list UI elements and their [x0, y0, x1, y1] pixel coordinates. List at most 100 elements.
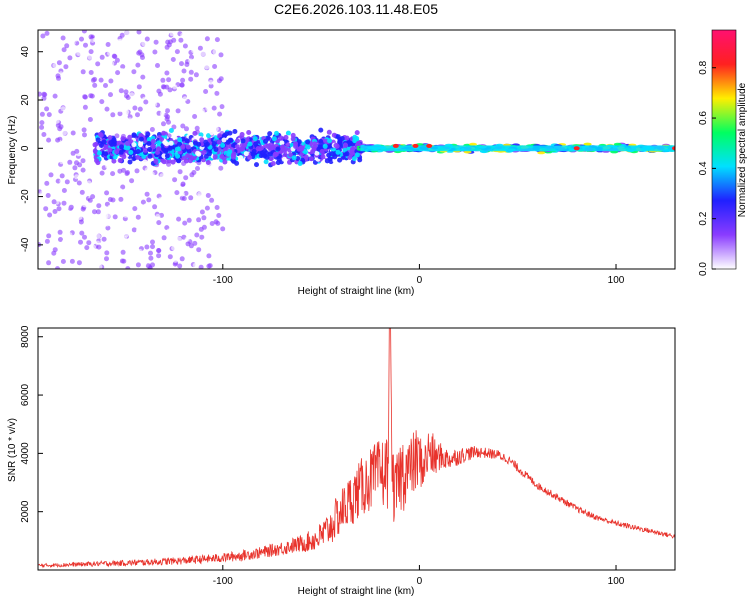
- heatmap-cell: [215, 258, 221, 264]
- heatmap-cell: [147, 147, 152, 152]
- snr-xtick-label: -100: [213, 576, 233, 587]
- heatmap-cell: [161, 153, 167, 159]
- heatmap-cell: [103, 151, 109, 157]
- heatmap-cell: [210, 258, 216, 263]
- heatmap-cell: [199, 89, 205, 95]
- heatmap-cell: [173, 99, 179, 104]
- heatmap-cell: [110, 197, 116, 203]
- heatmap-cell: [103, 212, 109, 218]
- heatmap-cell: [59, 116, 65, 122]
- heatmap-cell: [186, 148, 192, 154]
- heatmap-cell: [45, 217, 51, 223]
- heatmap-cell: [235, 138, 240, 144]
- heatmap-cell: [326, 129, 332, 135]
- heatmap-cell: [179, 256, 185, 262]
- heatmap-cell: [212, 49, 218, 55]
- heatmap-cell: [49, 148, 55, 154]
- heatmap-cell: [203, 69, 209, 75]
- heatmap-cell: [156, 248, 162, 254]
- heatmap-cell: [195, 34, 201, 40]
- heatmap-cell: [184, 117, 190, 123]
- heatmap-cell: [88, 34, 94, 40]
- heatmap-ylabel: Frequency (Hz): [7, 116, 18, 185]
- heatmap-cell: [60, 35, 66, 41]
- heatmap-cell: [171, 63, 177, 68]
- heatmap-cell: [239, 132, 245, 137]
- heatmap-cell: [200, 51, 206, 57]
- heatmap-cell: [181, 68, 187, 74]
- heatmap-cell: [250, 151, 256, 157]
- heatmap-cell: [196, 247, 202, 253]
- heatmap-cell: [160, 77, 166, 83]
- heatmap-cell: [469, 142, 477, 146]
- heatmap-cell: [180, 144, 186, 150]
- heatmap-cell: [213, 126, 219, 132]
- heatmap-ytick-label: 0: [20, 145, 31, 151]
- heatmap-frame: [37, 29, 676, 270]
- heatmap-cell: [114, 248, 120, 253]
- heatmap-cell: [41, 91, 47, 97]
- heatmap-cell: [55, 122, 61, 128]
- heatmap-cell: [38, 84, 42, 90]
- heatmap-cell: [152, 101, 158, 107]
- heatmap-cell: [70, 35, 76, 41]
- heatmap-cell: [354, 152, 360, 158]
- heatmap-cell: [351, 156, 357, 162]
- heatmap-cell: [224, 131, 230, 137]
- heatmap-cell: [168, 140, 174, 146]
- heatmap-cell: [122, 236, 128, 241]
- heatmap-cell: [80, 167, 86, 173]
- heatmap-cell: [175, 253, 181, 259]
- heatmap-cell: [167, 87, 173, 93]
- heatmap-cell: [52, 160, 58, 166]
- heatmap-cell: [280, 144, 286, 150]
- heatmap-cell: [148, 250, 153, 256]
- heatmap-cell: [61, 94, 67, 100]
- heatmap-cell: [185, 144, 191, 150]
- heatmap-cell: [83, 42, 88, 48]
- heatmap-cell: [104, 106, 110, 112]
- heatmap-cell: [87, 54, 93, 60]
- heatmap-cell: [150, 144, 156, 150]
- heatmap-cell: [269, 145, 275, 150]
- heatmap-cell: [191, 212, 197, 218]
- heatmap-cell: [318, 127, 324, 133]
- heatmap-cell: [190, 31, 196, 37]
- heatmap-cell: [120, 136, 126, 142]
- heatmap-cell: [209, 197, 215, 203]
- heatmap-cell: [48, 172, 54, 178]
- heatmap-cell: [182, 201, 187, 207]
- heatmap-cell: [463, 150, 472, 154]
- heatmap-cell: [195, 52, 201, 58]
- colorbar-gradient: [711, 29, 737, 270]
- heatmap-cell: [122, 106, 128, 112]
- heatmap-cell: [181, 103, 187, 109]
- heatmap-cell: [218, 165, 224, 171]
- heatmap-cell: [49, 45, 55, 51]
- heatmap-cell: [198, 178, 203, 184]
- heatmap-cell: [55, 266, 60, 269]
- heatmap-cell: [101, 139, 107, 145]
- heatmap-cell: [87, 204, 93, 210]
- heatmap-cell: [146, 141, 152, 146]
- heatmap-peak: [573, 146, 580, 151]
- heatmap-cell: [188, 195, 194, 201]
- heatmap-cell: [537, 151, 546, 155]
- heatmap-cell: [187, 158, 193, 164]
- heatmap-cell: [344, 135, 350, 141]
- heatmap-cell: [118, 88, 124, 94]
- heatmap-cell: [99, 143, 104, 148]
- heatmap-cell: [118, 117, 124, 123]
- heatmap-cell: [273, 151, 279, 157]
- heatmap-cell: [77, 215, 83, 220]
- heatmap-cell: [109, 61, 115, 67]
- heatmap-cell: [143, 147, 149, 153]
- heatmap-cell: [166, 119, 171, 125]
- heatmap-cell: [247, 141, 253, 147]
- heatmap-cell: [217, 111, 223, 117]
- heatmap-cell: [75, 60, 81, 66]
- heatmap-cell: [89, 154, 95, 160]
- heatmap-cell: [125, 266, 131, 269]
- snr-xtick-label: 0: [417, 576, 423, 587]
- heatmap-cell: [55, 73, 61, 79]
